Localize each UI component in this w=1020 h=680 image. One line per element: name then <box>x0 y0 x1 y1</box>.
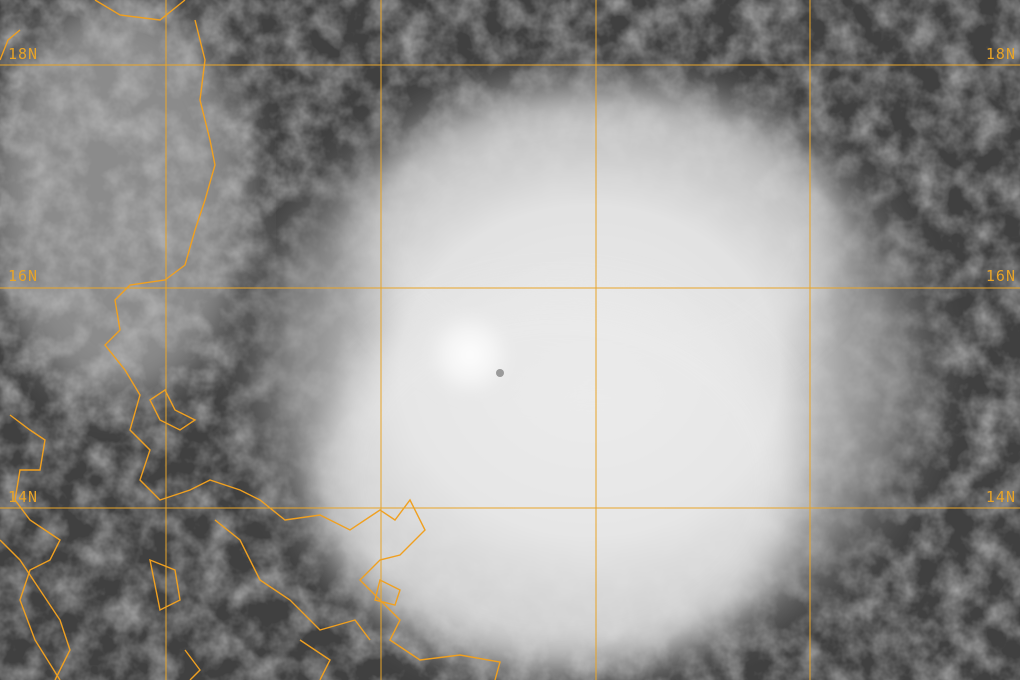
lat-label-18n-right: 18N <box>985 45 1016 63</box>
lat-label-18n-left: 18N <box>8 45 39 63</box>
typhoon-rainband <box>320 290 800 670</box>
lat-label-14n-right: 14N <box>985 488 1016 506</box>
lat-label-16n-right: 16N <box>985 267 1016 285</box>
coastline <box>0 0 501 680</box>
typhoon-eye-wall <box>428 313 512 397</box>
cloud-band-north <box>0 0 250 400</box>
lat-label-16n-left: 16N <box>8 267 39 285</box>
lat-label-14n-left: 14N <box>8 488 39 506</box>
typhoon-eye <box>496 369 504 377</box>
